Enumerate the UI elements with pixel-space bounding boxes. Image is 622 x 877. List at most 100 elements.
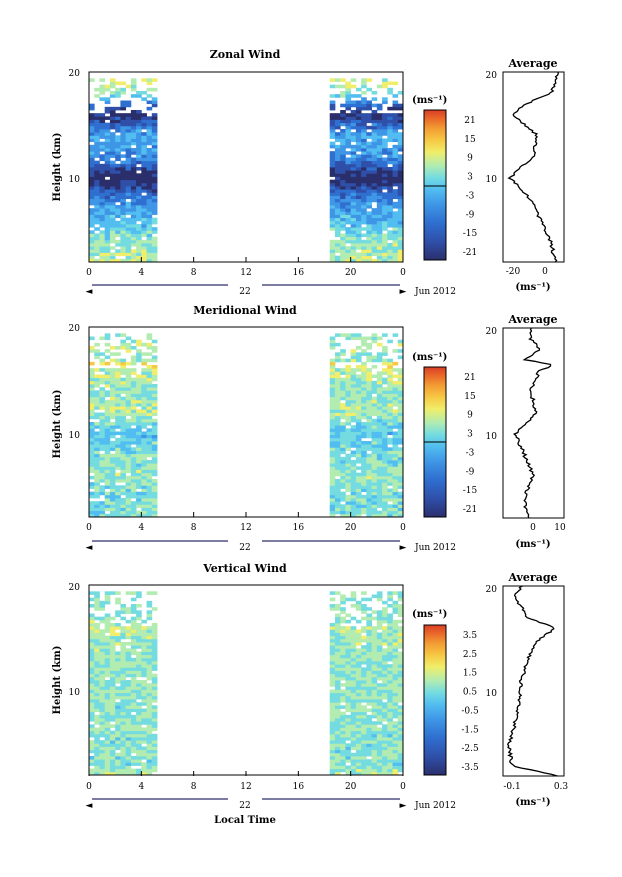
heatmap-cell bbox=[130, 714, 137, 719]
heatmap-cell bbox=[376, 450, 383, 455]
heatmap-cell bbox=[130, 616, 137, 621]
y-axis-label: Height (km) bbox=[52, 390, 63, 459]
heatmap-cell bbox=[334, 626, 341, 630]
heatmap-cell bbox=[376, 336, 383, 341]
heatmap-cell bbox=[99, 249, 106, 253]
heatmap-cell bbox=[392, 714, 399, 719]
heatmap-cell bbox=[89, 377, 95, 382]
heatmap-cell bbox=[109, 428, 116, 432]
heatmap-cell bbox=[340, 463, 346, 467]
heatmap-cell bbox=[345, 195, 352, 200]
heatmap-cell bbox=[345, 683, 352, 687]
heatmap-cell bbox=[340, 224, 346, 228]
heatmap-cell bbox=[382, 346, 388, 350]
heatmap-cell bbox=[355, 129, 362, 133]
heatmap-cell bbox=[125, 485, 132, 489]
heatmap-cell bbox=[397, 339, 404, 344]
heatmap-cell bbox=[136, 456, 142, 461]
heatmap-cell bbox=[146, 138, 153, 143]
heatmap-cell bbox=[115, 167, 121, 171]
heatmap-cell bbox=[382, 371, 388, 375]
heatmap-cell bbox=[371, 236, 378, 241]
heatmap-cell bbox=[366, 205, 372, 209]
heatmap-cell bbox=[130, 488, 137, 493]
heatmap-cell bbox=[329, 409, 336, 413]
heatmap-cell bbox=[361, 167, 367, 171]
heatmap-cell bbox=[104, 491, 111, 496]
heatmap-cell bbox=[329, 689, 336, 694]
y-tick-label: 20 bbox=[69, 69, 81, 79]
heatmap-cell bbox=[334, 396, 341, 401]
heatmap-cell bbox=[345, 91, 352, 95]
heatmap-cell bbox=[94, 258, 100, 263]
heatmap-cell bbox=[371, 651, 378, 656]
heatmap-cell bbox=[361, 680, 367, 684]
heatmap-cell bbox=[125, 243, 132, 247]
heatmap-cell bbox=[329, 78, 336, 82]
heatmap-cell bbox=[151, 132, 158, 136]
heatmap-cell bbox=[130, 160, 137, 165]
heatmap-cell bbox=[104, 642, 111, 646]
heatmap-cell bbox=[345, 122, 352, 127]
x-tick-label: 12 bbox=[240, 782, 251, 792]
heatmap-cell bbox=[376, 418, 383, 423]
heatmap-cell bbox=[382, 654, 388, 659]
heatmap-cell bbox=[382, 670, 388, 675]
heatmap-cell bbox=[109, 182, 116, 187]
heatmap-cell bbox=[334, 358, 341, 363]
heatmap-cell bbox=[392, 418, 399, 423]
heatmap-cell bbox=[382, 479, 388, 483]
heatmap-cell bbox=[371, 714, 378, 719]
heatmap-cell bbox=[361, 138, 367, 143]
heatmap-cell bbox=[115, 740, 121, 744]
heatmap-cell bbox=[136, 176, 142, 181]
heatmap-cell bbox=[371, 756, 378, 760]
heatmap-cell bbox=[340, 406, 346, 410]
heatmap-cell bbox=[345, 737, 352, 741]
heatmap-cell bbox=[350, 103, 357, 108]
heatmap-cell bbox=[109, 645, 116, 649]
heatmap-cell bbox=[141, 361, 147, 366]
heatmap-cell bbox=[340, 249, 346, 253]
heatmap-cell bbox=[109, 138, 116, 143]
heatmap-cell bbox=[141, 230, 147, 234]
heatmap-cell bbox=[146, 702, 153, 706]
heatmap-cell bbox=[382, 692, 388, 697]
heatmap-cell bbox=[345, 479, 352, 483]
heatmap-cell bbox=[115, 154, 121, 158]
heatmap-cell bbox=[146, 81, 153, 86]
heatmap-cell bbox=[355, 333, 362, 337]
heatmap-cell bbox=[387, 613, 393, 618]
heatmap-cell bbox=[99, 749, 106, 754]
colorbar-tick-label: -3 bbox=[466, 191, 475, 201]
heatmap-cell bbox=[376, 626, 383, 630]
heatmap-cell bbox=[361, 705, 367, 709]
heatmap-cell bbox=[104, 380, 111, 385]
heatmap-cell bbox=[125, 765, 132, 770]
heatmap-cell bbox=[99, 224, 106, 228]
heatmap-cell bbox=[130, 623, 137, 627]
heatmap-cell bbox=[350, 173, 357, 177]
heatmap-cell bbox=[120, 100, 127, 105]
heatmap-cell bbox=[136, 686, 142, 690]
heatmap-cell bbox=[376, 106, 383, 111]
heatmap-cell bbox=[115, 638, 121, 643]
heatmap-cell bbox=[130, 607, 137, 611]
heatmap-cell bbox=[125, 239, 132, 244]
heatmap-cell bbox=[130, 116, 137, 120]
heatmap-cell bbox=[366, 377, 372, 382]
heatmap-cell bbox=[141, 138, 147, 143]
heatmap-cell bbox=[376, 686, 383, 690]
heatmap-cell bbox=[115, 507, 121, 512]
heatmap-cell bbox=[136, 195, 142, 200]
heatmap-cell bbox=[109, 119, 116, 124]
heatmap-cell bbox=[109, 498, 116, 502]
heatmap-cell bbox=[141, 721, 147, 725]
heatmap-cell bbox=[361, 597, 367, 602]
heatmap-cell bbox=[361, 683, 367, 687]
heatmap-cell bbox=[376, 513, 383, 518]
heatmap-cell bbox=[136, 752, 142, 757]
heatmap-cell bbox=[130, 179, 137, 184]
heatmap-cell bbox=[146, 352, 153, 356]
heatmap-cell bbox=[361, 689, 367, 694]
